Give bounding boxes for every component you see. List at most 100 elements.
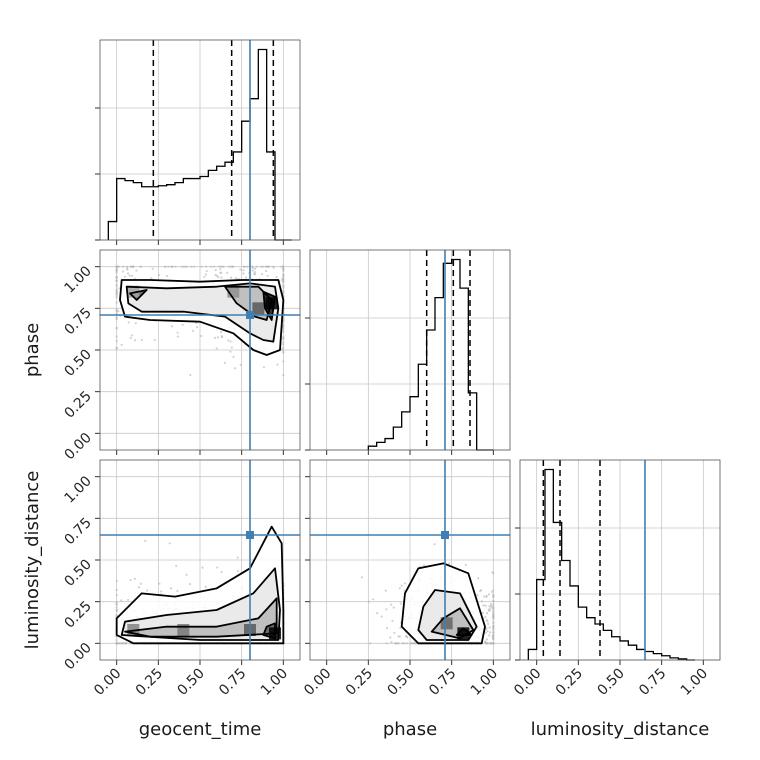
scatter-point xyxy=(486,630,489,633)
scatter-point xyxy=(392,606,395,609)
scatter-point xyxy=(244,276,248,279)
scatter-point xyxy=(232,355,235,359)
scatter-point xyxy=(399,626,402,629)
y-axis-label-phase: phase xyxy=(22,323,43,377)
scatter-point xyxy=(396,642,399,645)
panel-frame xyxy=(309,249,511,451)
scatter-point xyxy=(229,350,232,353)
scatter-point xyxy=(492,610,495,613)
scatter-point xyxy=(394,642,397,645)
scatter-point xyxy=(282,330,285,333)
scatter-point xyxy=(253,273,257,276)
scatter-point xyxy=(115,290,118,293)
scatter-point xyxy=(488,634,491,637)
scatter-point xyxy=(281,279,284,282)
scatter-point xyxy=(239,268,242,271)
scatter-point xyxy=(123,642,126,645)
contour-line xyxy=(125,282,280,343)
truth-marker xyxy=(441,531,449,539)
scatter-point xyxy=(115,579,118,583)
scatter-point xyxy=(115,271,118,274)
scatter-point xyxy=(125,265,129,268)
scatter-point xyxy=(391,619,394,622)
x-tick-label: 1.00 xyxy=(258,666,291,699)
scatter-point xyxy=(492,631,495,634)
scatter-point xyxy=(282,360,285,363)
scatter-point xyxy=(176,331,179,334)
scatter-point xyxy=(115,588,118,592)
scatter-point xyxy=(251,265,254,268)
scatter-point xyxy=(280,265,283,268)
x-tick-label: 0.00 xyxy=(511,666,544,699)
scatter-point xyxy=(492,589,495,592)
contour-line xyxy=(224,285,273,321)
scatter-point xyxy=(175,564,178,567)
contour-line xyxy=(120,567,281,641)
scatter-point xyxy=(492,603,495,606)
scatter-point xyxy=(369,642,372,645)
scatter-point xyxy=(409,642,412,645)
y-tick-label: 0.50 xyxy=(61,557,94,590)
y-tick-label: 0.25 xyxy=(61,388,94,421)
scatter-point xyxy=(487,642,490,645)
scatter-point xyxy=(413,642,416,645)
scatter-point xyxy=(371,598,375,601)
y-tick-label: 0.00 xyxy=(61,640,94,673)
scatter-point xyxy=(282,322,285,325)
scatter-point xyxy=(151,267,154,270)
truth-marker xyxy=(246,531,254,539)
scatter-point xyxy=(223,361,227,364)
scatter-point xyxy=(492,609,495,612)
x-axis-label-geocent-time: geocent_time xyxy=(139,719,262,740)
scatter-point xyxy=(115,326,118,329)
scatter-point xyxy=(255,265,258,268)
scatter-point xyxy=(282,269,285,273)
scatter-point xyxy=(492,605,495,608)
scatter-point xyxy=(216,336,220,339)
scatter-point xyxy=(385,608,388,611)
scatter-point xyxy=(115,267,118,271)
scatter-point xyxy=(165,274,169,278)
y-tick-label: 1.00 xyxy=(61,263,94,296)
scatter-point xyxy=(180,265,184,268)
scatter-point xyxy=(220,276,223,279)
scatter-point xyxy=(126,598,130,602)
scatter-point xyxy=(121,642,124,645)
scatter-point xyxy=(282,265,285,268)
scatter-point xyxy=(190,265,193,268)
scatter-point xyxy=(487,593,491,596)
panel-frame xyxy=(519,459,721,661)
scatter-point xyxy=(115,609,118,612)
y-tick-label: 0.00 xyxy=(61,430,94,463)
scatter-point xyxy=(126,272,130,275)
contour-line xyxy=(129,289,148,301)
scatter-point xyxy=(376,612,379,615)
scatter-point xyxy=(282,341,285,344)
scatter-point xyxy=(266,265,269,268)
truth-marker xyxy=(246,311,254,319)
scatter-point xyxy=(128,274,131,277)
scatter-point xyxy=(209,265,213,268)
scatter-point xyxy=(282,290,285,293)
scatter-point xyxy=(119,642,123,645)
scatter-point xyxy=(282,267,285,270)
scatter-point xyxy=(115,639,118,642)
scatter-point xyxy=(134,339,137,342)
scatter-point xyxy=(137,586,141,589)
y-axis-label-luminosity-distance: luminosity_distance xyxy=(22,471,43,650)
scatter-point xyxy=(253,271,256,274)
scatter-point xyxy=(192,329,195,332)
scatter-point xyxy=(360,576,363,579)
scatter-point xyxy=(115,335,118,338)
panel-luminosity_distance-vs-geocent_time: 0.000.250.500.751.000.00 0.25 0.50 0.75 1.00 xyxy=(61,459,301,699)
scatter-point xyxy=(127,321,130,324)
scatter-point xyxy=(153,338,156,342)
scatter-point xyxy=(203,275,206,279)
scatter-point xyxy=(484,604,487,607)
y-tick-label: 0.75 xyxy=(61,515,94,548)
scatter-point xyxy=(489,603,493,606)
scatter-point xyxy=(121,270,125,273)
scatter-point xyxy=(242,272,245,275)
histogram-geocent_time xyxy=(107,48,292,241)
scatter-point xyxy=(492,622,495,625)
